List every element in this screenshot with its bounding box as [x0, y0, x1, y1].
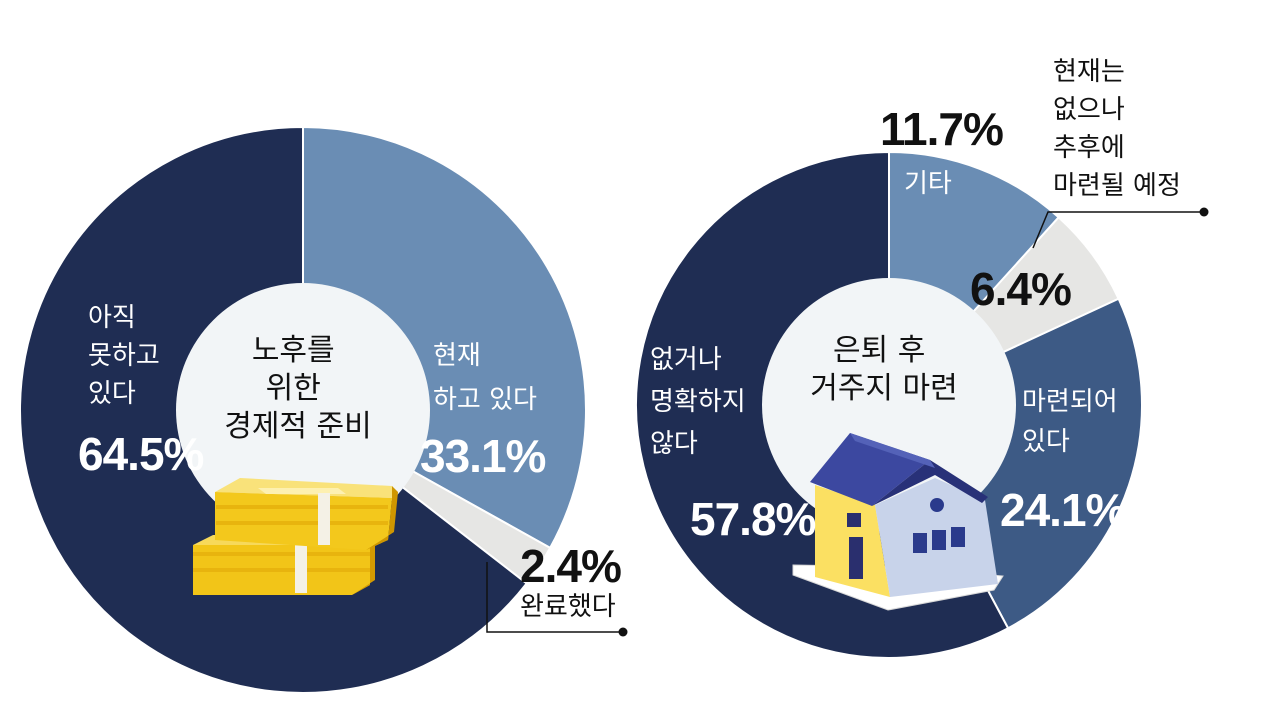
slice-label-prepared-line-2: 있다 [1022, 427, 1070, 457]
slice-label-in-progress: 현재 하고 있다 [433, 341, 537, 415]
slice-label-prepared: 마련되어 있다 [1022, 387, 1126, 457]
slice-label-planned-line-3: 추후에 [1053, 133, 1125, 163]
slice-value-planned: 6.4% [970, 263, 1071, 315]
slice-label-not-yet-line-2: 못하고 [88, 341, 160, 371]
slice-value-completed: 2.4% [520, 540, 621, 592]
center-label-2: 은퇴 후 거주지 마련 [810, 333, 958, 406]
slice-label-unclear-line-3: 않다 [650, 429, 698, 459]
slice-label-unclear-line-1: 없거나 [650, 345, 722, 375]
slice-label-not-yet-line-1: 아직 [88, 303, 136, 333]
money-stack-icon [193, 478, 398, 595]
slice-value-not-yet: 64.5% [78, 428, 204, 480]
leader-line-planned [1032, 211, 1203, 249]
slice-value-unclear: 57.8% [690, 493, 816, 545]
slice-label-other: 기타 [904, 169, 952, 199]
slice-label-not-yet: 아직 못하고 있다 [88, 303, 168, 409]
slice-label-planned-line-4: 마련될 예정 [1053, 171, 1181, 201]
leader-dot-completed [618, 627, 628, 637]
slice-value-prepared: 24.1% [1000, 484, 1126, 536]
center-label-1-line-1: 노후를 [252, 333, 335, 368]
center-label-2-line-2: 거주지 마련 [810, 371, 958, 406]
center-label-2-line-1: 은퇴 후 [833, 333, 925, 368]
center-label-1-line-2: 위한 [266, 371, 321, 406]
slice-label-unclear-line-2: 명확하지 [650, 387, 746, 417]
leader-dot-planned [1199, 207, 1209, 217]
leader-line-completed [486, 562, 622, 633]
center-label-1: 노후를 위한 경제적 준비 [224, 333, 372, 444]
slice-label-planned-line-1: 현재는 [1053, 57, 1125, 87]
slice-label-in-progress-line-1: 현재 [433, 341, 481, 371]
slice-label-not-yet-line-3: 있다 [88, 379, 136, 409]
slice-label-prepared-line-1: 마련되어 [1022, 387, 1118, 417]
slice-label-in-progress-line-2: 하고 있다 [433, 385, 537, 415]
slice-value-other: 11.7% [880, 103, 1003, 155]
slice-label-completed: 완료했다 [520, 592, 616, 622]
center-label-1-line-3: 경제적 준비 [224, 409, 372, 444]
slice-value-in-progress: 33.1% [420, 430, 546, 482]
donut-center-1 [176, 283, 430, 537]
house-icon [792, 433, 1004, 611]
slice-label-unclear: 없거나 명확하지 않다 [650, 345, 754, 459]
slice-label-planned-line-2: 없으나 [1053, 95, 1125, 125]
slice-label-planned: 현재는 없으나 추후에 마련될 예정 [1053, 57, 1181, 201]
